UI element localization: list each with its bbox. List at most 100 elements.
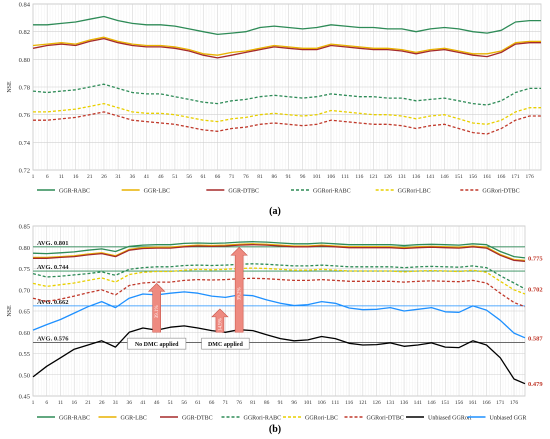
x-tick-label: 6 (45, 400, 48, 406)
series-line (33, 111, 541, 135)
reference-line-label: AVG. 0.662 (37, 299, 68, 306)
x-tick-label: 171 (511, 174, 520, 180)
x-tick-label: 131 (398, 174, 407, 180)
x-tick-label: 21 (87, 174, 93, 180)
x-tick-label: 51 (168, 400, 174, 406)
y-tick-label: 0.50 (19, 372, 30, 379)
y-tick-label: 0.74 (19, 140, 31, 147)
chart-panel-a: 0.72 0.74 0.76 0.78 0.80 0.82 0.84 1 6 11 16 21 26 31… (7, 2, 542, 195)
y-tick-label: 0.55 (19, 351, 30, 358)
panel-label-b: (b) (268, 424, 282, 435)
x-tick-label: 41 (140, 400, 146, 406)
x-tick-label: 36 (130, 174, 136, 180)
series-line (32, 291, 526, 339)
x-tick-label: 156 (455, 400, 464, 406)
x-tick-label: 16 (71, 400, 77, 406)
end-value-label: 0.479 (528, 381, 543, 388)
x-tick-label: 141 (426, 174, 435, 180)
improvement-arrow (211, 308, 229, 333)
x-tick-label: 111 (341, 174, 349, 180)
series-line (32, 83, 541, 106)
x-tick-label: 61 (195, 400, 201, 406)
x-tick-label: 121 (359, 400, 368, 406)
x-tick-label: 151 (455, 174, 464, 180)
legend-label: GGRori-DTBC (367, 416, 404, 422)
x-tick-label: 36 (126, 400, 132, 406)
x-tick-label: 41 (144, 174, 150, 180)
x-tick-label: 91 (286, 174, 292, 180)
y-tick-label: 0.76 (19, 112, 31, 119)
x-tick-label: 26 (101, 174, 107, 180)
x-tick-label: 126 (384, 174, 393, 180)
chart-panel-b: 0.45 0.50 0.55 0.60 0.65 0.70 0.75 0.80 0.85 1 6 11… (0, 221, 550, 439)
arrow-percent-label: 39.1% (155, 305, 160, 318)
x-tick-label: 46 (154, 400, 160, 406)
x-tick-label: 66 (209, 400, 215, 406)
x-tick-label: 171 (496, 400, 505, 406)
x-tick-label: 131 (386, 400, 395, 406)
legend-label: Unbiased GGRori (428, 416, 472, 422)
annotation-text: No DMC applied (135, 342, 179, 348)
x-tick-label: 101 (304, 400, 313, 406)
x-tick-label: 141 (414, 400, 423, 406)
x-tick-label: 91 (278, 400, 284, 406)
legend-label: Unbiased GGR (490, 416, 527, 422)
x-tick-label: 146 (427, 400, 436, 406)
x-tick-label: 146 (440, 174, 449, 180)
x-tick-label: 31 (115, 174, 121, 180)
x-tick-label: 76 (236, 400, 242, 406)
end-value-label: 0.587 (528, 335, 543, 342)
x-tick-label: 31 (113, 400, 119, 406)
x-tick-label: 121 (369, 174, 378, 180)
series-line (32, 277, 526, 308)
reference-line-label: AVG. 0.576 (37, 335, 69, 342)
x-tick-label: 81 (257, 174, 263, 180)
annotation-box (201, 337, 250, 350)
x-tick-label: 86 (264, 400, 270, 406)
x-tick-label: 51 (172, 174, 178, 180)
y-tick-label: 0.78 (19, 85, 30, 92)
series-line (32, 36, 541, 56)
x-tick-label: 126 (372, 400, 381, 406)
series-line (33, 243, 526, 262)
reference-line-label: AVG. 0.744 (37, 264, 69, 271)
legend-label: GGRori-DTBC (482, 189, 519, 195)
y-tick-label: 0.84 (19, 2, 31, 9)
annotation-box (127, 337, 187, 350)
x-tick-label: 11 (58, 400, 64, 406)
x-tick-label: 61 (201, 174, 207, 180)
x-tick-label: 71 (229, 174, 235, 180)
legend-label: GGR-RABC (59, 189, 90, 195)
x-tick-label: 176 (526, 174, 535, 180)
y-tick-label: 0.80 (19, 57, 30, 64)
x-tick-label: 6 (46, 174, 49, 180)
x-tick-label: 11 (59, 174, 65, 180)
x-tick-label: 86 (271, 174, 277, 180)
legend-label: GGR-DTBC (228, 189, 259, 195)
y-tick-label: 0.72 (19, 168, 30, 175)
x-tick-label: 96 (291, 400, 297, 406)
x-tick-label: 96 (300, 174, 306, 180)
x-tick-label: 111 (331, 400, 339, 406)
x-tick-label: 116 (355, 174, 363, 180)
x-tick-label: 166 (482, 400, 491, 406)
x-tick-label: 101 (313, 174, 322, 180)
x-tick-label: 136 (412, 174, 421, 180)
series-line (32, 241, 526, 259)
x-tick-label: 136 (400, 400, 409, 406)
series-line (33, 244, 526, 262)
arrow-percent-label: 14.9% (218, 318, 223, 331)
x-tick-label: 176 (510, 400, 519, 406)
x-tick-label: 106 (317, 400, 326, 406)
x-tick-label: 76 (243, 174, 249, 180)
y-tick-label: 0.75 (19, 266, 30, 273)
series-line (33, 102, 541, 125)
x-tick-label: 166 (497, 174, 506, 180)
series-line (32, 267, 526, 295)
x-tick-label: 81 (250, 400, 256, 406)
series-line (33, 15, 541, 36)
x-tick-label: 56 (181, 400, 187, 406)
y-tick-label: 0.60 (19, 330, 30, 337)
y-tick-label: 0.70 (19, 287, 30, 294)
x-tick-label: 66 (215, 174, 221, 180)
